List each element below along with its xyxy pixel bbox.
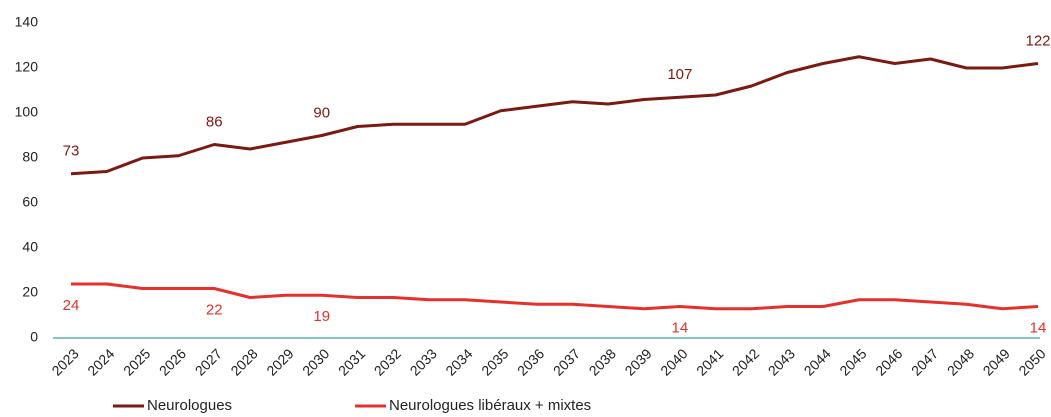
x-tick-label: 2025 (120, 345, 153, 378)
x-tick-label: 2043 (765, 345, 798, 378)
y-tick-label: 100 (15, 104, 39, 120)
x-tick-label: 2037 (550, 345, 583, 378)
x-tick-label: 2029 (263, 345, 296, 378)
data-label: 24 (63, 297, 80, 314)
x-tick-label: 2045 (836, 345, 869, 378)
data-label: 19 (313, 308, 330, 325)
x-tick-label: 2026 (156, 345, 189, 378)
series-line (70, 55, 1039, 176)
y-tick-label: 40 (22, 239, 38, 255)
x-tick-label: 2036 (514, 345, 547, 378)
y-tick-label: 0 (30, 329, 38, 345)
x-tick-label: 2039 (621, 345, 654, 378)
series-line (71, 282, 1039, 311)
y-tick-label: 60 (22, 194, 38, 210)
y-tick-label: 80 (22, 149, 38, 165)
x-tick-label: 2034 (442, 345, 475, 378)
x-tick-label: 2035 (478, 345, 511, 378)
data-label: 14 (1030, 319, 1047, 336)
x-tick-label: 2046 (872, 345, 905, 378)
y-tick-label: 140 (15, 14, 39, 30)
x-tick-label: 2038 (586, 345, 619, 378)
x-tick-label: 2044 (801, 345, 834, 378)
x-tick-label: 2032 (371, 345, 404, 378)
y-tick-label: 20 (22, 284, 38, 300)
x-tick-label: 2040 (657, 345, 690, 378)
data-label: 73 (63, 143, 80, 160)
data-label: 86 (206, 113, 223, 130)
x-tick-label: 2041 (693, 345, 726, 378)
x-tick-label: 2048 (944, 345, 977, 378)
legend-label: Neurologues (147, 397, 232, 414)
x-tick-label: 2023 (48, 345, 81, 378)
legend-label: Neurologues libéraux + mixtes (389, 397, 591, 414)
y-tick-label: 120 (15, 59, 39, 75)
x-tick-label: 2033 (407, 345, 440, 378)
data-label: 14 (672, 319, 689, 336)
x-tick-label: 2027 (192, 345, 225, 378)
data-label: 22 (206, 301, 223, 318)
x-tick-label: 2049 (980, 345, 1013, 378)
x-tick-label: 2031 (335, 345, 368, 378)
x-tick-label: 2050 (1015, 345, 1048, 378)
data-label: 107 (667, 66, 692, 83)
x-tick-label: 2042 (729, 345, 762, 378)
x-tick-label: 2024 (84, 345, 117, 378)
x-tick-label: 2028 (227, 345, 260, 378)
x-tick-label: 2047 (908, 345, 941, 378)
x-tick-label: 2030 (299, 345, 332, 378)
data-label: 90 (313, 104, 330, 121)
data-label: 122 (1025, 32, 1050, 49)
